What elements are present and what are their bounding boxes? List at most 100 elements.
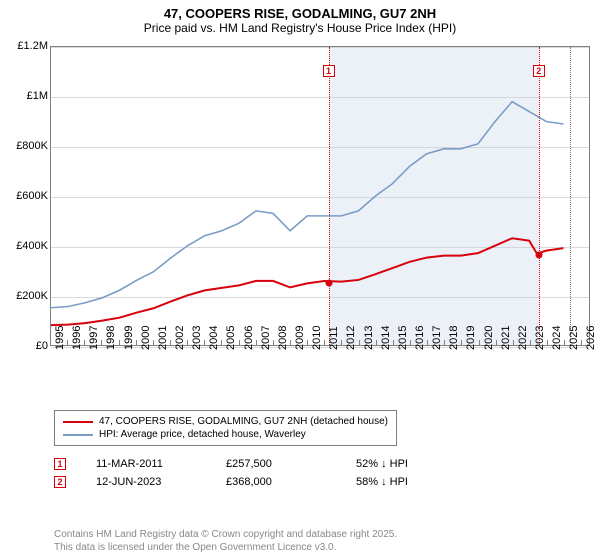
x-tick <box>119 340 120 345</box>
legend-swatch <box>63 434 93 436</box>
plot-region: 12 <box>50 46 590 346</box>
sale-delta: 52% ↓ HPI <box>356 458 456 470</box>
sale-number-box: 1 <box>54 458 66 470</box>
sale-date: 12-JUN-2023 <box>96 476 196 488</box>
x-axis-label: 2003 <box>191 326 203 350</box>
x-axis-label: 1998 <box>105 326 117 350</box>
x-axis-label: 2025 <box>568 326 580 350</box>
sale-dot <box>535 252 542 259</box>
x-tick <box>427 340 428 345</box>
y-axis-label: £800K <box>16 140 48 152</box>
credits-line1: Contains HM Land Registry data © Crown c… <box>54 528 397 541</box>
series-svg <box>51 47 589 345</box>
legend: 47, COOPERS RISE, GODALMING, GU7 2NH (de… <box>54 410 397 446</box>
x-axis-label: 1996 <box>71 326 83 350</box>
sale-dot <box>325 279 332 286</box>
x-axis-label: 2012 <box>345 326 357 350</box>
x-tick <box>444 340 445 345</box>
chart-area: 12 £0£200K£400K£600K£800K£1M£1.2M1995199… <box>4 40 596 400</box>
x-axis-label: 2020 <box>483 326 495 350</box>
sale-delta: 58% ↓ HPI <box>356 476 456 488</box>
x-tick <box>67 340 68 345</box>
x-axis-label: 2010 <box>311 326 323 350</box>
legend-label: HPI: Average price, detached house, Wave… <box>99 429 306 440</box>
x-tick <box>153 340 154 345</box>
sale-price: £368,000 <box>226 476 326 488</box>
x-tick <box>307 340 308 345</box>
y-axis-label: £400K <box>16 240 48 252</box>
x-axis-label: 2024 <box>551 326 563 350</box>
x-axis-label: 2026 <box>585 326 597 350</box>
x-axis-label: 2000 <box>140 326 152 350</box>
sale-row: 2 12-JUN-2023 £368,000 58% ↓ HPI <box>54 473 456 491</box>
x-axis-label: 2023 <box>534 326 546 350</box>
x-tick <box>84 340 85 345</box>
sale-date: 11-MAR-2011 <box>96 458 196 470</box>
x-axis-label: 2015 <box>397 326 409 350</box>
x-tick <box>530 340 531 345</box>
x-tick <box>513 340 514 345</box>
x-tick <box>461 340 462 345</box>
x-axis-label: 2022 <box>517 326 529 350</box>
x-tick <box>187 340 188 345</box>
x-tick <box>547 340 548 345</box>
x-axis-label: 2019 <box>465 326 477 350</box>
x-tick <box>581 340 582 345</box>
legend-swatch <box>63 421 93 423</box>
legend-row: 47, COOPERS RISE, GODALMING, GU7 2NH (de… <box>63 415 388 428</box>
x-axis-label: 2002 <box>174 326 186 350</box>
sales-table: 1 11-MAR-2011 £257,500 52% ↓ HPI 2 12-JUN-202… <box>54 455 456 491</box>
x-axis-label: 2016 <box>414 326 426 350</box>
x-axis-label: 2005 <box>225 326 237 350</box>
legend-row: HPI: Average price, detached house, Wave… <box>63 428 388 441</box>
sale-number-box: 2 <box>54 476 66 488</box>
x-tick <box>359 340 360 345</box>
sale-marker: 1 <box>323 65 335 77</box>
x-tick <box>376 340 377 345</box>
x-tick <box>239 340 240 345</box>
x-tick <box>101 340 102 345</box>
x-tick <box>479 340 480 345</box>
series-property <box>51 238 563 325</box>
series-hpi <box>51 102 563 308</box>
sale-marker: 2 <box>533 65 545 77</box>
y-axis-label: £600K <box>16 190 48 202</box>
x-tick <box>341 340 342 345</box>
x-axis-label: 2006 <box>243 326 255 350</box>
x-tick <box>496 340 497 345</box>
x-tick <box>564 340 565 345</box>
legend-label: 47, COOPERS RISE, GODALMING, GU7 2NH (de… <box>99 416 388 427</box>
x-axis-label: 2009 <box>294 326 306 350</box>
x-tick <box>324 340 325 345</box>
x-axis-label: 2004 <box>208 326 220 350</box>
x-tick <box>204 340 205 345</box>
x-tick <box>50 340 51 345</box>
x-axis-label: 2014 <box>380 326 392 350</box>
x-axis-label: 2001 <box>157 326 169 350</box>
x-tick <box>273 340 274 345</box>
x-tick <box>290 340 291 345</box>
x-axis-label: 2007 <box>260 326 272 350</box>
x-axis-label: 2021 <box>500 326 512 350</box>
x-axis-label: 2018 <box>448 326 460 350</box>
sale-price: £257,500 <box>226 458 326 470</box>
y-axis-label: £200K <box>16 290 48 302</box>
x-axis-label: 1997 <box>88 326 100 350</box>
x-tick <box>256 340 257 345</box>
x-axis-label: 1995 <box>54 326 66 350</box>
title-line1: 47, COOPERS RISE, GODALMING, GU7 2NH <box>0 6 600 21</box>
x-axis-label: 2013 <box>363 326 375 350</box>
credits: Contains HM Land Registry data © Crown c… <box>54 528 397 554</box>
y-axis-label: £1M <box>27 90 48 102</box>
x-tick <box>136 340 137 345</box>
credits-line2: This data is licensed under the Open Gov… <box>54 541 397 554</box>
y-axis-label: £1.2M <box>17 40 48 52</box>
x-tick <box>410 340 411 345</box>
x-axis-label: 2011 <box>328 326 340 350</box>
chart-title-block: 47, COOPERS RISE, GODALMING, GU7 2NH Pri… <box>0 0 600 37</box>
x-tick <box>170 340 171 345</box>
y-axis-label: £0 <box>36 340 48 352</box>
title-line2: Price paid vs. HM Land Registry's House … <box>0 21 600 35</box>
x-axis-label: 2008 <box>277 326 289 350</box>
x-axis-label: 2017 <box>431 326 443 350</box>
